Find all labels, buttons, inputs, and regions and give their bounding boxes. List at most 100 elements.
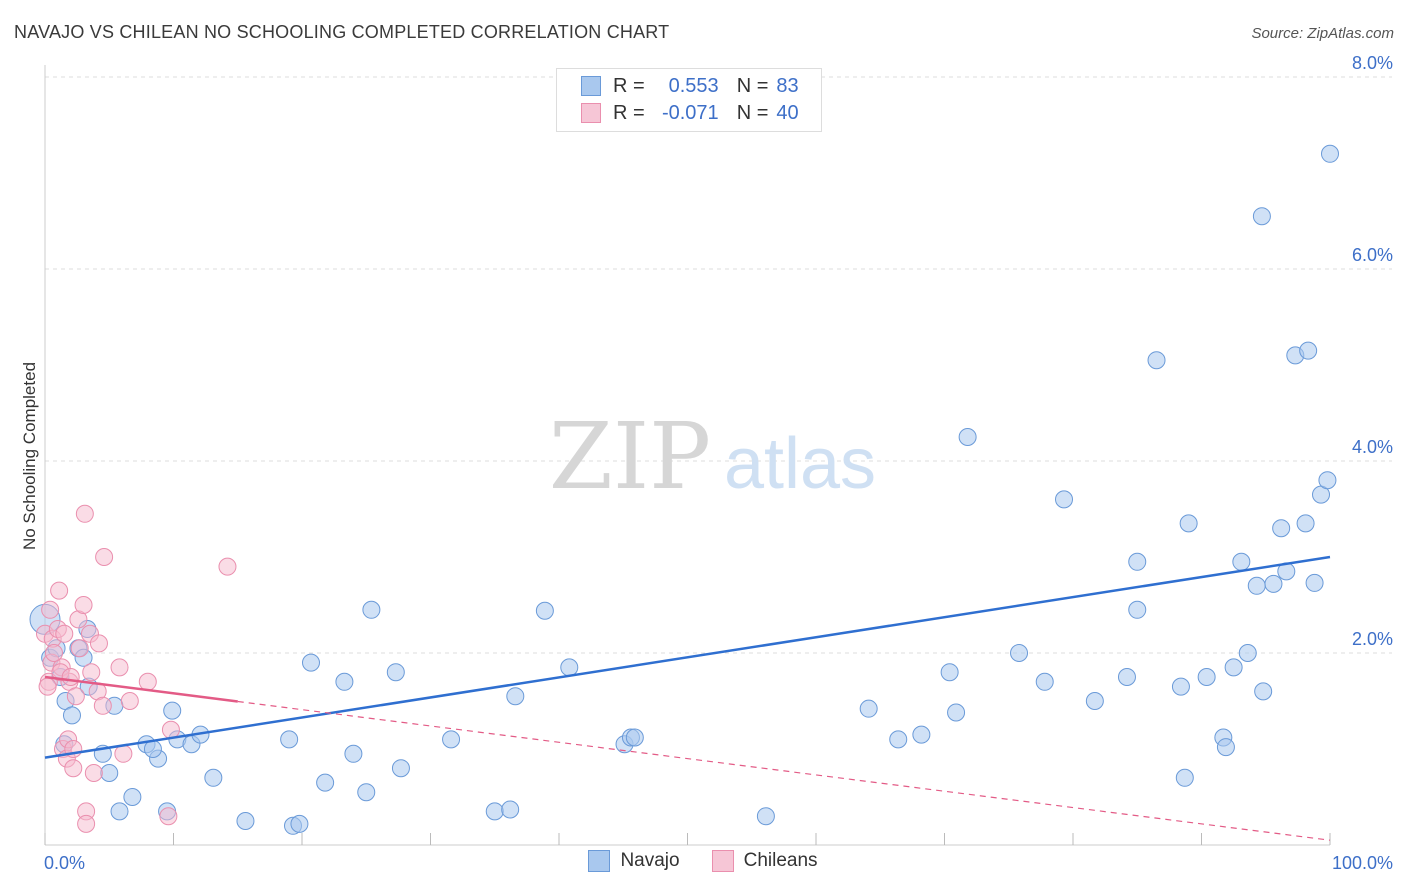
navajo-trend-line bbox=[44, 555, 1331, 759]
chilean-point bbox=[55, 624, 74, 643]
navajo-point bbox=[912, 725, 931, 744]
navajo-point bbox=[535, 601, 554, 620]
navajo-point bbox=[485, 802, 504, 821]
navajo-point bbox=[940, 663, 959, 682]
chilean-point bbox=[138, 672, 157, 691]
chilean-trend-line bbox=[44, 675, 238, 703]
chilean-swatch bbox=[711, 850, 734, 872]
chilean-point bbox=[93, 696, 112, 715]
navajo-point bbox=[1264, 574, 1283, 593]
navajo-point bbox=[280, 730, 299, 749]
source-label: Source: ZipAtlas.com bbox=[1251, 25, 1394, 42]
navajo-point bbox=[1272, 519, 1291, 538]
chilean-point bbox=[74, 596, 93, 614]
navajo-point bbox=[1232, 552, 1251, 571]
navajo-point bbox=[301, 653, 320, 672]
chilean-point bbox=[61, 668, 80, 686]
chilean-point bbox=[41, 600, 60, 619]
navajo-swatch bbox=[581, 76, 601, 96]
watermark-zip: ZIP bbox=[549, 403, 711, 510]
navajo-point bbox=[391, 759, 410, 778]
chilean-point bbox=[50, 581, 69, 600]
x-tick-label-min: 0.0% bbox=[44, 853, 85, 873]
chilean-point bbox=[114, 744, 133, 763]
chilean-point bbox=[218, 557, 237, 576]
navajo-point bbox=[756, 807, 775, 826]
chilean-point bbox=[161, 720, 180, 739]
navajo-point bbox=[1085, 692, 1104, 710]
chilean-point bbox=[120, 692, 139, 710]
chilean-point bbox=[84, 764, 103, 782]
navajo-point bbox=[1252, 207, 1271, 226]
watermark: ZIP atlas bbox=[549, 403, 876, 510]
chilean-point bbox=[159, 807, 178, 826]
chilean-points bbox=[36, 504, 237, 833]
navajo-point bbox=[1296, 514, 1315, 533]
legend-row-navajo: R = 0.553 N = 83 bbox=[581, 73, 799, 99]
navajo-point bbox=[1197, 668, 1216, 686]
chilean-point bbox=[70, 639, 89, 658]
chilean-point bbox=[77, 814, 96, 833]
navajo-point bbox=[506, 687, 525, 706]
navajo-point bbox=[62, 706, 81, 725]
y-tick-label: 4.0% bbox=[1352, 437, 1393, 457]
y-tick-label: 8.0% bbox=[1352, 53, 1393, 73]
navajo-point bbox=[1254, 682, 1273, 701]
chilean-point bbox=[95, 548, 114, 566]
navajo-point bbox=[1175, 768, 1194, 787]
n-label: N = bbox=[736, 101, 769, 124]
chilean-point bbox=[75, 504, 94, 523]
navajo-point bbox=[1305, 573, 1324, 592]
chilean-point bbox=[44, 644, 63, 662]
chilean-point bbox=[82, 663, 101, 682]
legend-label-navajo: Navajo bbox=[620, 850, 680, 871]
r-label: R = bbox=[613, 101, 645, 124]
navajo-point bbox=[625, 728, 644, 747]
navajo-point bbox=[290, 814, 309, 833]
legend-item-chileans[interactable]: Chileans bbox=[711, 850, 818, 872]
axes bbox=[44, 65, 1331, 846]
navajo-point bbox=[335, 672, 354, 691]
navajo-point bbox=[560, 658, 579, 677]
navajo-point bbox=[362, 600, 381, 619]
chilean-point bbox=[66, 687, 85, 706]
navajo-point bbox=[1247, 576, 1266, 595]
navajo-point bbox=[123, 788, 142, 806]
chilean-point bbox=[89, 634, 108, 653]
correlation-legend: R = 0.553 N = 83 R = -0.071 N = 40 bbox=[556, 68, 822, 132]
n-label: N = bbox=[736, 74, 769, 97]
navajo-point bbox=[316, 773, 335, 792]
navajo-point bbox=[1117, 668, 1136, 686]
navajo-point bbox=[1147, 351, 1166, 370]
legend-item-navajo[interactable]: Navajo bbox=[588, 850, 680, 872]
navajo-point bbox=[1238, 644, 1257, 662]
navajo-point bbox=[357, 783, 376, 802]
x-tick-label-max: 100.0% bbox=[1332, 853, 1393, 873]
navajo-n-value: 83 bbox=[776, 74, 799, 97]
navajo-point bbox=[1128, 552, 1147, 571]
series-legend: Navajo Chileans bbox=[0, 850, 1406, 872]
trend-lines bbox=[44, 555, 1331, 841]
navajo-point bbox=[344, 744, 363, 763]
y-axis-label: No Schooling Completed bbox=[20, 362, 39, 550]
navajo-point bbox=[1321, 144, 1339, 163]
watermark-atlas: atlas bbox=[724, 424, 876, 504]
navajo-point bbox=[947, 703, 966, 722]
navajo-point bbox=[1128, 600, 1147, 619]
legend-row-chileans: R = -0.071 N = 40 bbox=[581, 100, 799, 126]
r-label: R = bbox=[613, 74, 645, 97]
navajo-point bbox=[100, 764, 119, 782]
chilean-point bbox=[38, 677, 57, 696]
chart-title: NAVAJO VS CHILEAN NO SCHOOLING COMPLETED… bbox=[14, 22, 670, 42]
chilean-n-value: 40 bbox=[776, 101, 799, 124]
y-tick-label: 2.0% bbox=[1352, 629, 1393, 649]
navajo-point bbox=[889, 730, 908, 749]
navajo-r-value: 0.553 bbox=[668, 74, 719, 97]
y-tick-label: 6.0% bbox=[1352, 245, 1393, 265]
navajo-point bbox=[143, 740, 162, 758]
navajo-point bbox=[958, 428, 977, 446]
legend-label-chileans: Chileans bbox=[743, 850, 818, 871]
navajo-point bbox=[163, 701, 182, 720]
navajo-point bbox=[1318, 471, 1337, 490]
